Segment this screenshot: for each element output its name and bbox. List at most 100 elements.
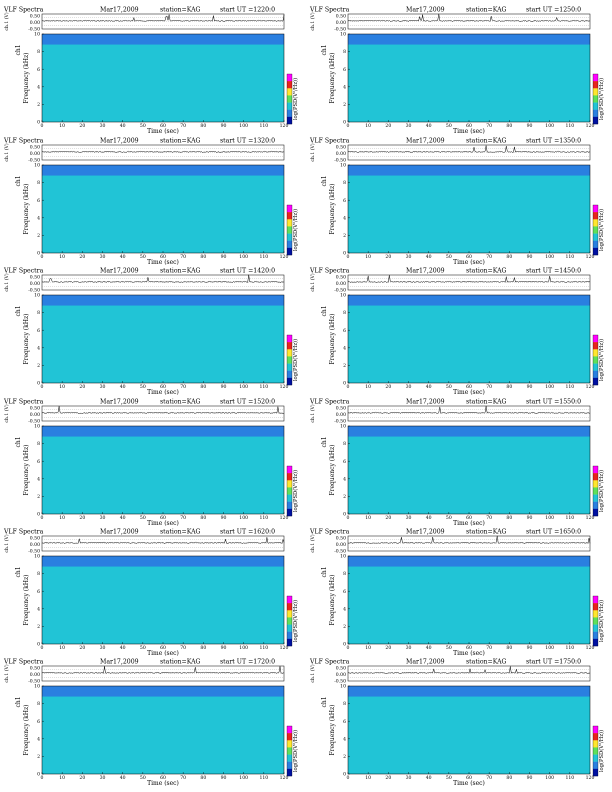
- channel-label: ch1: [15, 44, 22, 55]
- x-tick-label: 110: [259, 123, 268, 129]
- x-tick-label: 60: [160, 123, 166, 129]
- chart-date: Mar17,2009: [100, 7, 139, 14]
- y-axis-label: Frequency (kHz): [23, 52, 30, 103]
- x-tick-label: 40: [120, 123, 126, 129]
- x-tick-label: 120: [586, 123, 595, 129]
- waveform-tick-label: 0.00: [30, 151, 40, 157]
- x-tick-label: 110: [565, 123, 574, 129]
- x-tick-label: 100: [545, 123, 554, 129]
- y-tick-label: 6: [37, 67, 40, 73]
- x-axis-label: Time (sec): [453, 128, 485, 135]
- station-label: station=KAG: [160, 7, 201, 14]
- spectrogram-background: [42, 34, 284, 122]
- channel-label: ch1: [321, 44, 328, 55]
- spectrogram-background: [42, 165, 284, 253]
- colorbar-segment: [593, 116, 598, 125]
- colorbar-segment: [593, 81, 598, 89]
- x-tick-label: 30: [406, 123, 412, 129]
- colorbar-segment: [287, 81, 292, 89]
- station-label: station=KAG: [466, 7, 507, 14]
- x-tick-label: 80: [200, 123, 206, 129]
- waveform-tick-label: -0.50: [28, 27, 40, 33]
- spectrogram-figure: VLF Spectra Mar17,2009 station=KAG start UT…: [309, 7, 605, 136]
- x-tick-label: 30: [100, 123, 106, 129]
- chart-date: Mar17,2009: [100, 138, 139, 145]
- colorbar-frame: [592, 73, 599, 125]
- waveform-tick-label: 0.50: [30, 14, 40, 20]
- start-ut-label: start UT =1250:0: [526, 7, 581, 14]
- colorbar-segment: [287, 102, 292, 110]
- y-tick-label: 6: [343, 67, 346, 73]
- waveform-trace: [41, 14, 285, 22]
- waveform-trace: [347, 13, 591, 22]
- y-tick-label: 0: [37, 120, 40, 126]
- x-tick-label: 120: [280, 123, 289, 129]
- spectrogram-panel: VLF Spectra Mar17,2009 station=KAG start UT…: [0, 135, 300, 267]
- spectrogram-upper-band: [42, 34, 284, 45]
- x-tick-label: 20: [79, 123, 85, 129]
- chart-title: VLF Spectra: [3, 7, 44, 14]
- spectrogram-panel: VLF Spectra Mar17,2009 station=KAG start UT…: [306, 4, 606, 136]
- station-label: station=KAG: [160, 138, 201, 145]
- x-tick-label: 60: [466, 123, 472, 129]
- colorbar-label: log(PSD(V²/Hz)): [292, 78, 299, 120]
- y-tick-label: 10: [340, 32, 346, 38]
- x-tick-label: 50: [446, 123, 452, 129]
- chart-title: VLF Spectra: [309, 7, 350, 14]
- colorbar-frame: [286, 73, 293, 125]
- colorbar-segment: [287, 95, 292, 103]
- waveform-tick-label: 0.00: [336, 20, 346, 26]
- chart-date: Mar17,2009: [406, 7, 445, 14]
- waveform-tick-label: -0.50: [334, 27, 346, 33]
- colorbar-segment: [593, 88, 598, 96]
- waveform-tick-label: -0.50: [28, 158, 40, 164]
- x-tick-label: 50: [140, 123, 146, 129]
- waveform-axis-label: ch.1 (V): [3, 12, 10, 30]
- y-tick-label: 4: [37, 84, 40, 90]
- waveform-axis-label: ch.1 (V): [309, 12, 316, 30]
- colorbar-segment: [593, 74, 598, 82]
- spectrogram-upper-band: [348, 34, 590, 45]
- y-tick-label: 8: [343, 49, 346, 55]
- y-axis-label: Frequency (kHz): [329, 52, 336, 103]
- x-tick-label: 10: [59, 123, 65, 129]
- colorbar-segment: [593, 102, 598, 110]
- x-tick-label: 40: [426, 123, 432, 129]
- waveform-trace: [41, 150, 285, 153]
- y-tick-label: 8: [37, 49, 40, 55]
- y-tick-label: 2: [343, 102, 346, 108]
- x-tick-label: 0: [347, 123, 350, 129]
- start-ut-label: start UT =1220:0: [220, 7, 275, 14]
- waveform-tick-label: 0.50: [336, 14, 346, 20]
- x-tick-label: 100: [239, 123, 248, 129]
- x-tick-label: 90: [221, 123, 227, 129]
- x-axis-label: Time (sec): [147, 128, 179, 135]
- spectrogram-upper-band: [42, 165, 284, 176]
- x-tick-label: 0: [41, 123, 44, 129]
- spectrogram-panel: VLF Spectra Mar17,2009 station=KAG start UT…: [0, 4, 300, 136]
- x-tick-label: 90: [527, 123, 533, 129]
- colorbar-segment: [287, 88, 292, 96]
- colorbar-segment: [593, 95, 598, 103]
- x-tick-label: 10: [365, 123, 371, 129]
- colorbar-segment: [287, 74, 292, 82]
- y-tick-label: 4: [343, 84, 346, 90]
- colorbar-segment: [287, 116, 292, 125]
- x-tick-label: 20: [385, 123, 391, 129]
- x-tick-label: 70: [486, 123, 492, 129]
- y-tick-label: 0: [343, 120, 346, 126]
- waveform-axis-label: ch.1 (V): [3, 143, 10, 161]
- colorbar-label: log(PSD(V²/Hz)): [598, 78, 605, 120]
- spectrogram-background: [348, 34, 590, 122]
- colorbar-segment: [593, 109, 598, 118]
- start-ut-label: start UT =1320:0: [220, 138, 275, 145]
- x-tick-label: 70: [180, 123, 186, 129]
- waveform-tick-label: 0.00: [30, 20, 40, 26]
- chart-title: VLF Spectra: [3, 138, 44, 145]
- colorbar-segment: [287, 109, 292, 118]
- y-tick-label: 2: [37, 102, 40, 108]
- waveform-tick-label: 0.50: [30, 145, 40, 151]
- spectrogram-figure: VLF Spectra Mar17,2009 station=KAG start UT…: [3, 138, 299, 267]
- y-tick-label: 10: [34, 32, 40, 38]
